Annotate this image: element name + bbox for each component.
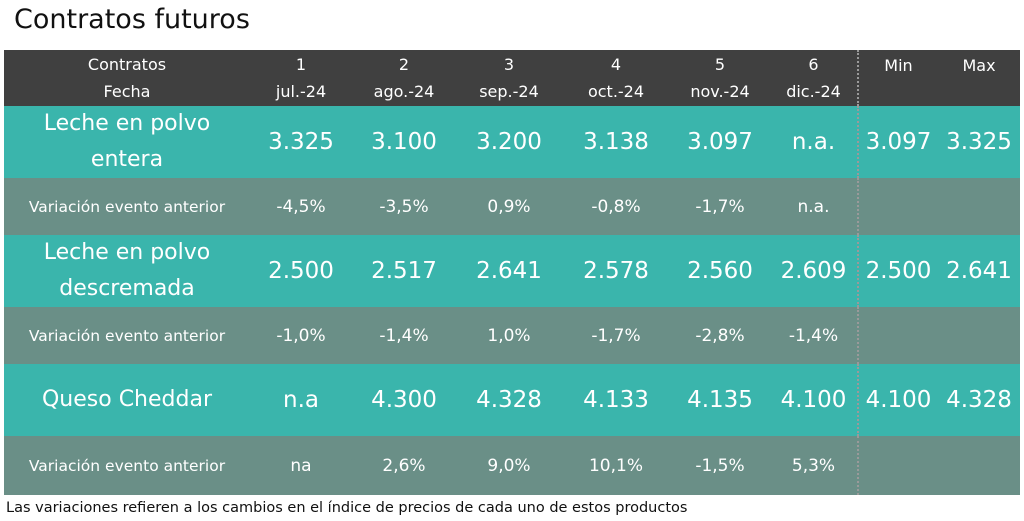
contract-number: 3 — [503, 55, 515, 74]
price-cell: 4.133 — [583, 387, 649, 413]
variation-label: Variación evento anterior — [28, 326, 226, 345]
variation-cell: n.a. — [797, 196, 830, 217]
price-cell: 2.641 — [476, 258, 542, 284]
variation-cell: -1,4% — [788, 325, 839, 346]
product-row-whole-milk-powder: Leche en polvo entera 3.325 3.100 3.200 … — [4, 106, 1020, 178]
header-max: Max — [962, 56, 996, 75]
empty-cell — [857, 307, 938, 364]
contract-date: oct.-24 — [587, 82, 645, 101]
price-cell: 3.138 — [583, 129, 649, 155]
header-contract-5: 5 nov.-24 — [670, 50, 770, 106]
product-label-line1: Leche en polvo — [43, 111, 211, 136]
empty-cell — [857, 436, 938, 495]
contract-date: jul.-24 — [275, 82, 327, 101]
product-label-line1: Leche en polvo — [43, 240, 211, 265]
contract-number: 6 — [808, 55, 819, 74]
price-cell: 2.578 — [583, 258, 649, 284]
variation-cell: -1,7% — [695, 196, 745, 217]
product-label-line1: Queso Cheddar — [41, 387, 212, 412]
product-row-skim-milk-powder: Leche en polvo descremada 2.500 2.517 2.… — [4, 235, 1020, 307]
page-title: Contratos futuros — [14, 4, 250, 35]
variation-cell: 5,3% — [791, 455, 836, 476]
price-cell: 3.200 — [476, 129, 542, 155]
footnote: Las variaciones refieren a los cambios e… — [6, 500, 688, 516]
price-cell: 2.517 — [371, 258, 437, 284]
price-cell: 4.300 — [371, 387, 437, 413]
contract-number: 4 — [610, 55, 622, 74]
variation-cell: -3,5% — [379, 196, 429, 217]
header-contract-2: 2 ago.-24 — [352, 50, 456, 106]
min-cell: 3.097 — [857, 106, 938, 178]
price-cell: n.a. — [791, 129, 836, 155]
contract-date: ago.-24 — [373, 82, 435, 101]
price-cell: 4.328 — [476, 387, 542, 413]
contract-date: dic.-24 — [786, 82, 841, 101]
variation-label: Variación evento anterior — [28, 197, 226, 216]
variation-cell: 2,6% — [382, 455, 426, 476]
empty-cell — [938, 178, 1020, 235]
header-contract-6: 6 dic.-24 — [770, 50, 858, 106]
header-contract-4: 4 oct.-24 — [562, 50, 670, 106]
price-cell: 3.325 — [268, 129, 334, 155]
contract-date: sep.-24 — [479, 82, 539, 101]
contract-number: 2 — [398, 55, 410, 74]
variation-cell: -1,7% — [591, 325, 641, 346]
price-cell: 4.135 — [687, 387, 753, 413]
price-cell: 2.609 — [780, 258, 847, 284]
header-min: Min — [857, 50, 938, 106]
min-cell: 4.100 — [857, 364, 938, 436]
price-cell: 4.100 — [780, 387, 847, 413]
variation-label: Variación evento anterior — [28, 456, 226, 475]
empty-cell — [938, 436, 1020, 495]
header-date-label: Fecha — [103, 82, 151, 101]
max-cell: 3.325 — [946, 129, 1012, 155]
empty-cell — [938, 307, 1020, 364]
futures-table: Contratos Fecha 1 jul.-24 2 ago.-24 3 se… — [4, 50, 1020, 495]
min-cell: 2.500 — [857, 235, 938, 307]
variation-cell: -1,0% — [276, 325, 326, 346]
contract-date: nov.-24 — [690, 82, 750, 101]
variation-row-whole-milk-powder: Variación evento anterior -4,5% -3,5% 0,… — [4, 178, 1020, 235]
variation-cell: -1,5% — [695, 455, 745, 476]
variation-cell: 1,0% — [487, 325, 531, 346]
price-cell: n.a — [283, 387, 319, 413]
max-cell: 2.641 — [946, 258, 1012, 284]
product-label-line2: entera — [90, 147, 164, 172]
contract-number: 1 — [295, 55, 307, 74]
variation-row-skim-milk-powder: Variación evento anterior -1,0% -1,4% 1,… — [4, 307, 1020, 364]
variation-cell: -1,4% — [379, 325, 429, 346]
price-cell: 2.500 — [268, 258, 334, 284]
header-row: Contratos Fecha 1 jul.-24 2 ago.-24 3 se… — [4, 50, 1020, 106]
variation-cell: -0,8% — [591, 196, 641, 217]
product-label: Queso Cheddar — [4, 364, 250, 436]
variation-cell: -2,8% — [695, 325, 745, 346]
product-label: Leche en polvo entera — [4, 106, 250, 178]
header-contract-3: 3 sep.-24 — [456, 50, 562, 106]
header-contracts-label: Contratos — [87, 55, 167, 74]
product-row-cheddar-cheese: Queso Cheddar n.a 4.300 4.328 4.133 4.13… — [4, 364, 1020, 436]
product-label: Leche en polvo descremada — [4, 235, 250, 307]
header-label-cell: Contratos Fecha — [4, 50, 250, 106]
max-cell: 4.328 — [946, 387, 1012, 413]
variation-cell: na — [290, 455, 312, 476]
price-cell: 3.100 — [371, 129, 437, 155]
header-contract-1: 1 jul.-24 — [250, 50, 352, 106]
empty-cell — [857, 178, 938, 235]
variation-cell: 9,0% — [487, 455, 531, 476]
variation-row-cheddar-cheese: Variación evento anterior na 2,6% 9,0% 1… — [4, 436, 1020, 495]
variation-cell: 0,9% — [487, 196, 531, 217]
contract-number: 5 — [714, 55, 726, 74]
product-label-line2: descremada — [59, 276, 195, 301]
price-cell: 3.097 — [687, 129, 753, 155]
variation-cell: -4,5% — [276, 196, 326, 217]
variation-cell: 10,1% — [588, 455, 643, 476]
price-cell: 2.560 — [687, 258, 753, 284]
